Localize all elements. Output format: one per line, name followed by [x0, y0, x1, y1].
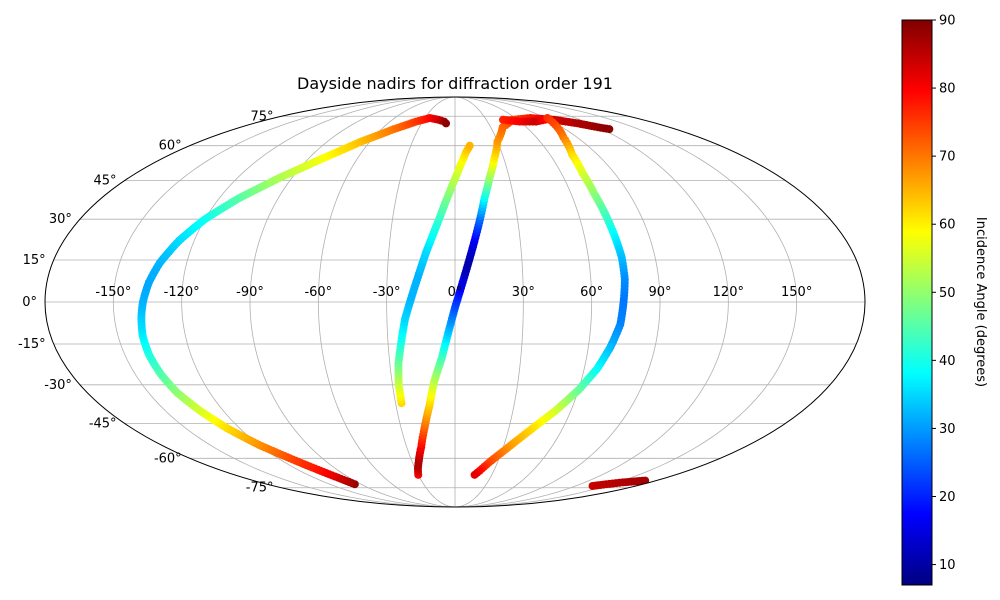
- data-point: [465, 141, 474, 150]
- map-outline: [44, 96, 866, 508]
- latitude-tick-label: 45°: [94, 174, 117, 189]
- latitude-tick-label: 15°: [23, 253, 46, 268]
- longitude-tick-label: 0°: [448, 285, 463, 300]
- longitude-tick-label: 90°: [648, 285, 671, 300]
- colorbar-tick-label: 40: [939, 354, 956, 369]
- colorbar-ticks: 10 20 30 40 50 60 70 80 90: [932, 14, 956, 573]
- meridian-line: [454, 97, 729, 507]
- data-point: [641, 476, 650, 485]
- meridian-line: [249, 97, 456, 507]
- longitude-tick-label: 60°: [580, 285, 603, 300]
- longitude-tick-label: 30°: [512, 285, 535, 300]
- latitude-tick-label: 60°: [159, 139, 182, 154]
- meridian-line: [454, 97, 798, 507]
- latitude-tick-label: -60°: [154, 451, 182, 466]
- meridian-line: [454, 97, 661, 507]
- meridian-line: [454, 97, 593, 507]
- colorbar-tick-label: 80: [939, 82, 956, 97]
- data-point: [470, 470, 479, 479]
- colorbar-tick-label: 20: [939, 490, 956, 505]
- meridian-line: [386, 97, 456, 507]
- latitude-tick-label: 0°: [22, 295, 37, 310]
- longitude-tick-label: -90°: [236, 285, 264, 300]
- longitude-tick-labels: -150° -120° -90° -60° -30° 0° 30° 60° 90° 120° 150…: [95, 285, 812, 300]
- latitude-tick-labels: -75° -60° -45° -30° -15° 0° 15° 30° 45° 60° 75°: [18, 109, 274, 495]
- colorbar-gradient: [901, 19, 933, 586]
- colorbar-label: Incidence Angle (degrees): [973, 217, 988, 387]
- colorbar-tick-label: 90: [939, 14, 956, 29]
- longitude-tick-label: -30°: [373, 285, 401, 300]
- latitude-tick-label: -45°: [89, 416, 117, 431]
- latitude-tick-label: -15°: [18, 337, 46, 352]
- latitude-tick-label: -30°: [44, 378, 72, 393]
- longitude-tick-label: -150°: [95, 285, 131, 300]
- colorbar-tick-label: 30: [939, 422, 956, 437]
- longitude-tick-label: 150°: [781, 285, 812, 300]
- colorbar-tick-label: 70: [939, 150, 956, 165]
- colorbar-tick-label: 50: [939, 286, 956, 301]
- meridian-line: [317, 97, 456, 507]
- latitude-tick-label: -75°: [246, 481, 274, 496]
- data-point: [442, 119, 451, 128]
- colorbar-tick-label: 60: [939, 218, 956, 233]
- longitude-tick-label: -60°: [304, 285, 332, 300]
- longitude-tick-label: -120°: [164, 285, 200, 300]
- latitude-tick-label: 30°: [49, 212, 72, 227]
- colorbar-tick-label: 10: [939, 558, 956, 573]
- data-point: [605, 125, 614, 134]
- latitude-tick-label: 75°: [250, 109, 273, 124]
- colorbar: 10 20 30 40 50 60 70 80 90 Incidence Angle (degr…: [901, 14, 988, 586]
- meridian-line: [112, 97, 456, 507]
- meridian-line: [181, 97, 456, 507]
- data-points: [137, 114, 650, 490]
- chart-title: Dayside nadirs for diffraction order 191: [297, 74, 613, 93]
- longitude-tick-label: 120°: [713, 285, 744, 300]
